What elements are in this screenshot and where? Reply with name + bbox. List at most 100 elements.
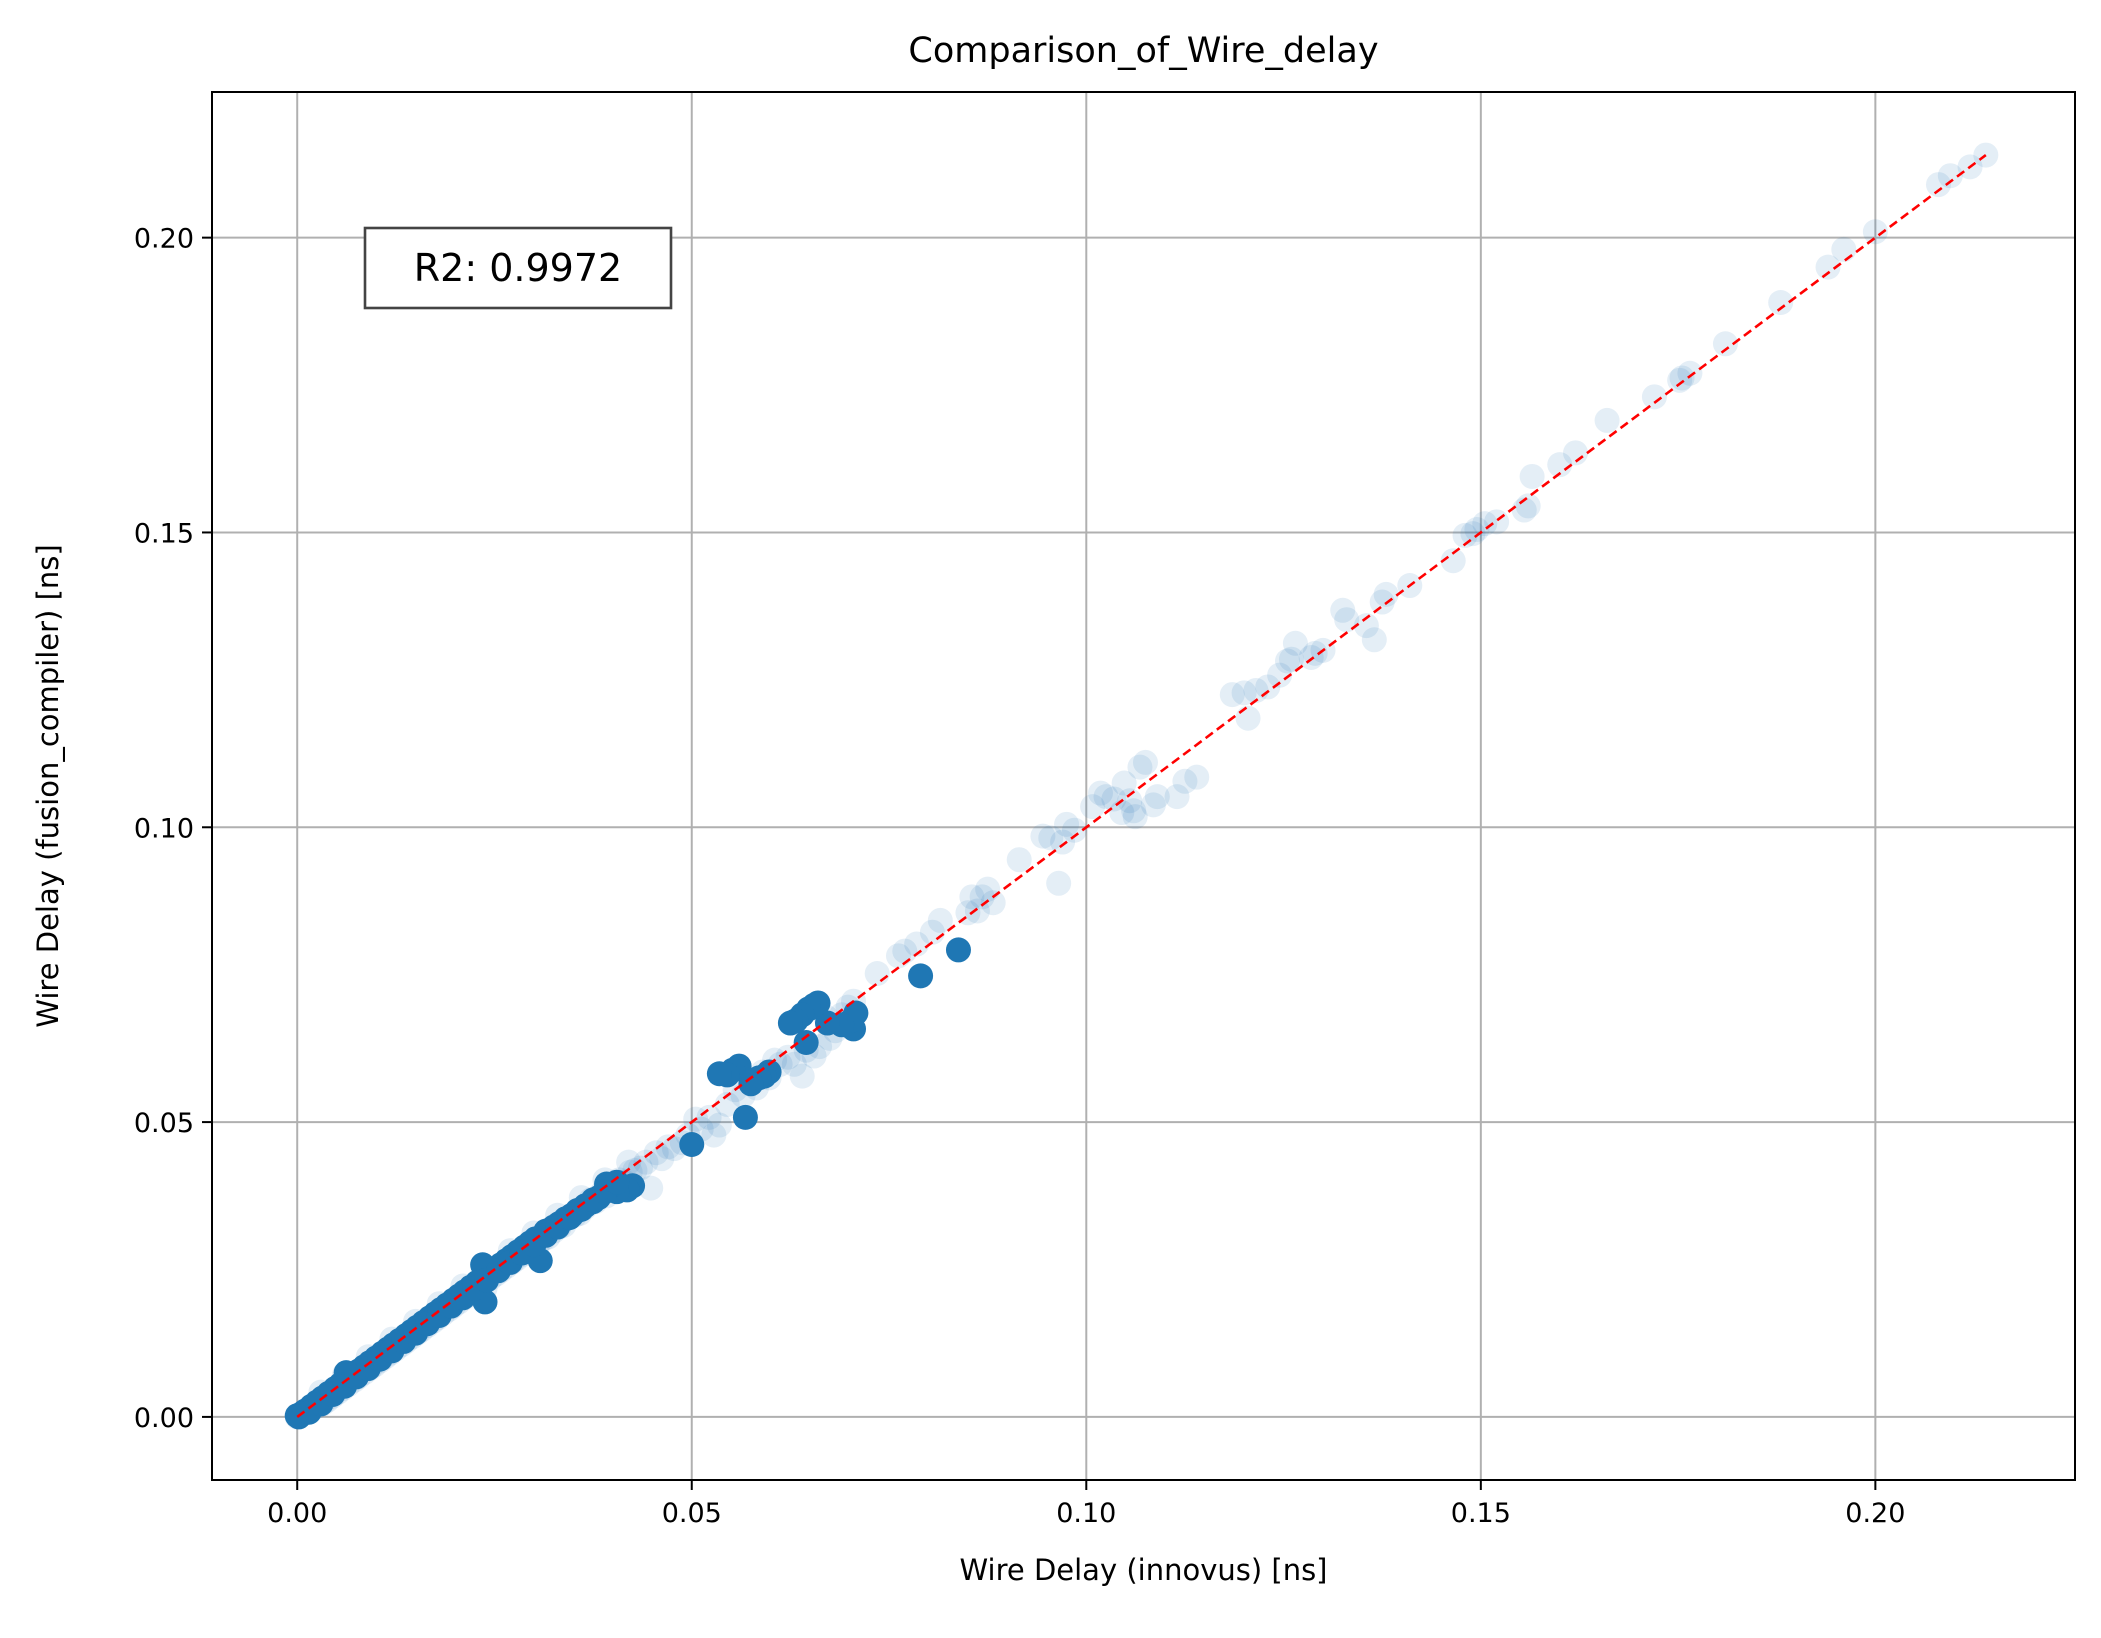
faint-data-point: [1511, 497, 1537, 523]
data-point: [604, 1169, 630, 1195]
data-point: [679, 1131, 705, 1157]
faint-data-point: [1144, 784, 1170, 810]
faint-data-point: [1093, 784, 1119, 810]
reference-line: [296, 154, 1987, 1418]
faint-data-point: [1061, 817, 1087, 843]
faint-data-point: [1440, 548, 1466, 574]
faint-data-point: [1563, 440, 1589, 466]
faint-data-point: [789, 1063, 815, 1089]
x-tick-label: 0.15: [1451, 1498, 1511, 1529]
faint-data-point: [1373, 581, 1399, 607]
faint-data-point: [655, 1134, 681, 1160]
faint-data-point: [775, 1044, 801, 1070]
faint-data-point: [1768, 289, 1794, 315]
faint-data-point: [864, 961, 890, 987]
data-point: [793, 1029, 819, 1055]
y-tick-label: 0.20: [134, 224, 194, 255]
x-tick-label: 0.10: [1056, 1498, 1116, 1529]
faint-data-point: [1111, 770, 1137, 796]
faint-data-point: [1594, 407, 1620, 433]
faint-data-point: [1038, 825, 1064, 851]
data-point: [706, 1061, 732, 1087]
faint-data-point: [927, 907, 953, 933]
faint-data-point: [1184, 764, 1210, 790]
faint-data-point: [1219, 682, 1245, 708]
faint-data-point: [1712, 331, 1738, 357]
faint-data-point: [781, 1051, 807, 1077]
data-point: [777, 1010, 803, 1036]
faint-data-point: [1172, 768, 1198, 794]
faint-data-point: [1361, 627, 1387, 653]
faint-data-point: [1334, 607, 1360, 633]
faint-data-point: [643, 1140, 669, 1166]
faint-data-point: [1122, 804, 1148, 830]
faint-data-point: [1127, 754, 1153, 780]
chart-title: Comparison_of_Wire_delay: [908, 31, 1378, 71]
faint-data-point: [1815, 254, 1841, 280]
faint-data-point: [1278, 646, 1304, 672]
faint-data-point: [1298, 644, 1324, 670]
faint-data-point: [696, 1104, 722, 1130]
faint-data-point: [980, 890, 1006, 916]
faint-data-point: [1937, 163, 1963, 189]
faint-data-point: [1460, 521, 1486, 547]
faint-data-point: [1164, 784, 1190, 810]
faint-data-point: [1046, 870, 1072, 896]
x-tick-label: 0.20: [1845, 1498, 1905, 1529]
faint-data-point: [1255, 674, 1281, 700]
faint-data-point: [1235, 705, 1261, 731]
faint-data-point: [1231, 680, 1257, 706]
faint-data-point: [714, 1091, 740, 1117]
faint-data-point: [1369, 589, 1395, 615]
x-tick-label: 0.00: [267, 1498, 327, 1529]
faint-data-point: [1667, 367, 1693, 393]
faint-data-point: [1275, 648, 1301, 674]
faint-data-point: [638, 1175, 664, 1201]
faint-data-point: [1515, 493, 1541, 519]
y-tick-label: 0.10: [134, 813, 194, 844]
faint-data-point: [1101, 786, 1127, 812]
data-point: [738, 1071, 764, 1097]
faint-data-point: [892, 938, 918, 964]
faint-data-point: [1006, 847, 1032, 873]
axis-ticks: 0.00 0.05 0.10 0.15 0.20 0.00 0.05 0.10 0.15 0.20: [134, 224, 1906, 1529]
faint-data-point: [1087, 780, 1113, 806]
faint-data-point: [1353, 613, 1379, 639]
r2-annotation-text: R2: 0.9972: [414, 246, 622, 290]
faint-data-point: [1050, 829, 1076, 855]
faint-data-point: [649, 1146, 675, 1172]
faint-data-point: [959, 884, 985, 910]
faint-data-point: [701, 1122, 727, 1148]
faint-data-point: [1547, 452, 1573, 478]
faint-data-point: [1109, 800, 1135, 826]
y-tick-label: 0.00: [134, 1403, 194, 1434]
x-tick-label: 0.05: [662, 1498, 722, 1529]
r2-annotation-box: [363, 226, 673, 310]
faint-data-point: [633, 1149, 659, 1175]
faint-data-point: [1282, 630, 1308, 656]
faint-data-point: [885, 943, 911, 969]
faint-data-point: [1330, 597, 1356, 623]
faint-data-point: [1472, 511, 1498, 537]
faint-data-point: [1669, 365, 1695, 391]
faint-data-point: [904, 931, 930, 957]
faint-data-point: [1080, 794, 1106, 820]
faint-data-point: [706, 1112, 732, 1138]
y-tick-label: 0.15: [134, 518, 194, 549]
data-point: [945, 937, 971, 963]
faint-data-point: [1121, 798, 1147, 824]
y-tick-label: 0.05: [134, 1108, 194, 1139]
faint-data-point: [1641, 384, 1667, 410]
faint-data-point: [1677, 360, 1703, 386]
faint-data-point: [1140, 792, 1166, 818]
faint-data-point: [1973, 142, 1999, 168]
x-axis-label: Wire Delay (innovus) [ns]: [960, 1553, 1328, 1587]
data-point: [908, 963, 934, 989]
y-axis-label: Wire Delay (fusion_compiler) [ns]: [31, 544, 65, 1027]
grid-lines: [212, 92, 2075, 1480]
data-point: [814, 1010, 840, 1036]
faint-data-point: [1519, 463, 1545, 489]
faint-data-point: [1030, 823, 1056, 849]
plot-area-frame: [211, 91, 2076, 1481]
